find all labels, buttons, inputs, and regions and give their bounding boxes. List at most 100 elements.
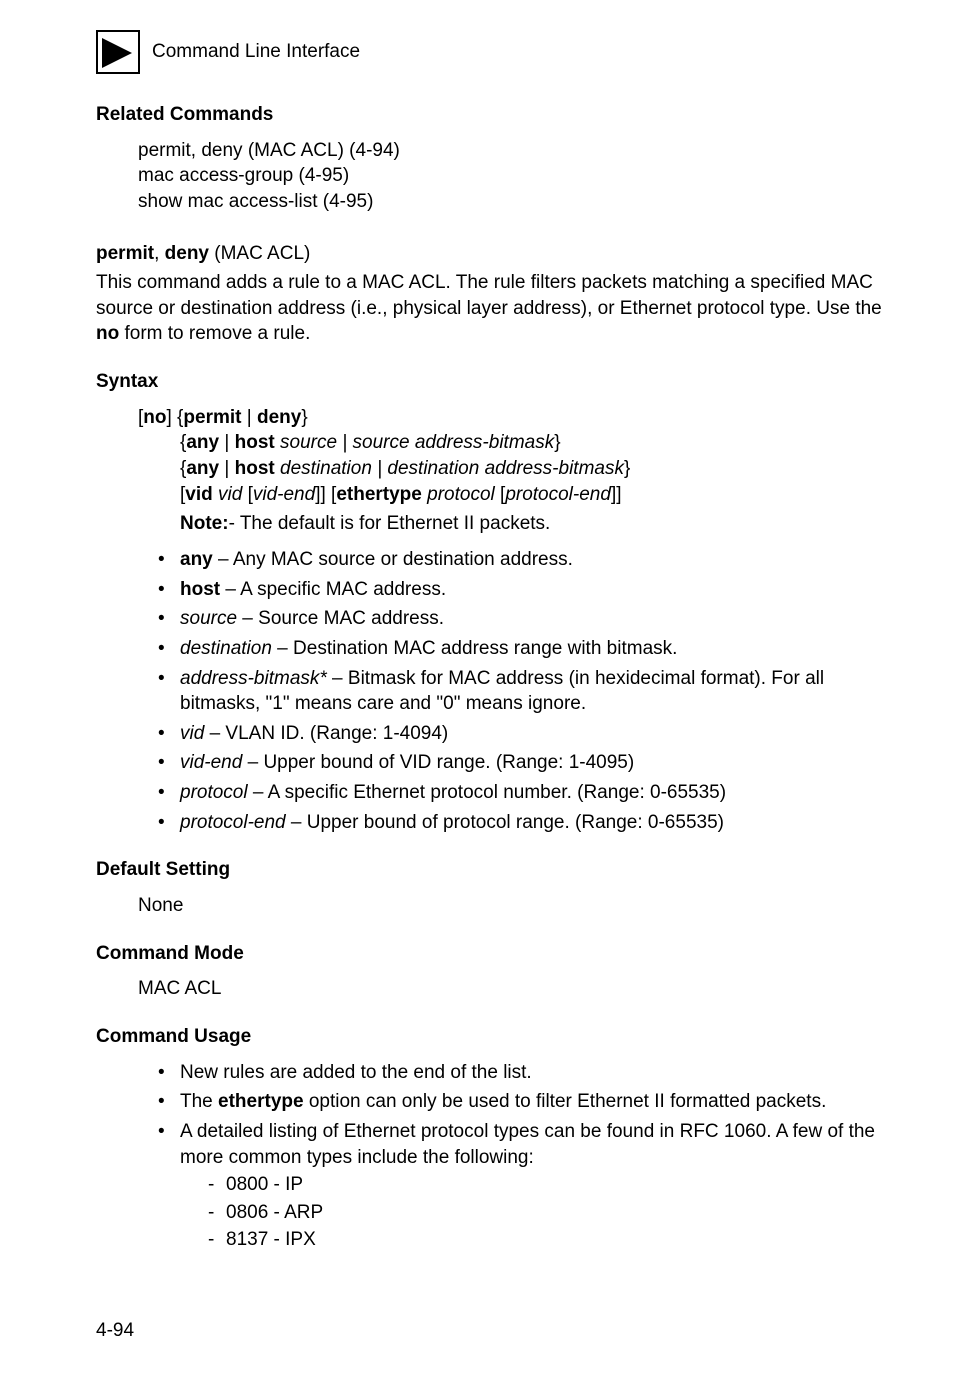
usage-sublist: 0800 - IP 0806 - ARP 8137 - IPX (206, 1172, 884, 1253)
cmd-sep: , (154, 243, 165, 264)
related-line: mac access-group (4-95) (138, 163, 884, 189)
kw-ethertype: ethertype (336, 484, 422, 505)
syntax-line-4: [vid vid [vid-end]] [ethertype protocol … (180, 482, 884, 508)
p: host (180, 579, 220, 600)
arg-dest-bitmask: destination address-bitmask (387, 458, 624, 479)
t: | (372, 458, 388, 479)
usage-subitem: 0806 - ARP (206, 1200, 884, 1226)
param-item: host – A specific MAC address. (156, 577, 884, 603)
kw-any: any (186, 458, 219, 479)
p: – Any MAC source or destination address. (213, 549, 573, 570)
cmd-deny: deny (165, 243, 209, 264)
p: – Upper bound of protocol range. (Range:… (286, 812, 724, 833)
command-mode-value: MAC ACL (138, 976, 884, 1002)
p: vid (180, 723, 204, 744)
t: [ (242, 484, 253, 505)
usage-list: New rules are added to the end of the li… (156, 1060, 884, 1253)
desc-no: no (96, 323, 119, 344)
syntax-note: Note:- The default is for Ethernet II pa… (180, 511, 884, 537)
desc-b: form to remove a rule. (119, 323, 310, 344)
kw-no: no (143, 407, 166, 428)
usage-item: A detailed listing of Ethernet protocol … (156, 1119, 884, 1253)
default-setting-heading: Default Setting (96, 857, 884, 883)
related-commands-heading: Related Commands (96, 102, 884, 128)
kw-host: host (235, 432, 275, 453)
p: – VLAN ID. (Range: 1-4094) (204, 723, 448, 744)
command-usage-heading: Command Usage (96, 1024, 884, 1050)
u: option can only be used to filter Ethern… (304, 1091, 827, 1112)
p: protocol (180, 782, 248, 803)
u: New rules are added to the end of the li… (180, 1062, 532, 1083)
u: ethertype (218, 1091, 304, 1112)
t: | (337, 432, 353, 453)
param-item: vid – VLAN ID. (Range: 1-4094) (156, 721, 884, 747)
kw-deny: deny (257, 407, 301, 428)
t: ]] (611, 484, 622, 505)
param-item: destination – Destination MAC address ra… (156, 636, 884, 662)
param-item: protocol-end – Upper bound of protocol r… (156, 810, 884, 836)
p: – A specific Ethernet protocol number. (… (248, 782, 726, 803)
t: } (624, 458, 630, 479)
note-text: - The default is for Ethernet II packets… (229, 513, 551, 534)
u: The (180, 1091, 218, 1112)
default-setting-value: None (138, 893, 884, 919)
p: source (180, 608, 237, 629)
kw-vid: vid (185, 484, 212, 505)
header-text: Command Line Interface (152, 39, 360, 65)
page-number: 4-94 (96, 1318, 134, 1344)
t: } (301, 407, 307, 428)
p: any (180, 549, 213, 570)
p: – Destination MAC address range with bit… (272, 638, 678, 659)
kw-any: any (186, 432, 219, 453)
cmd-permit: permit (96, 243, 154, 264)
desc-a: This command adds a rule to a MAC ACL. T… (96, 272, 882, 319)
p: protocol-end (180, 812, 286, 833)
u: A detailed listing of Ethernet protocol … (180, 1121, 875, 1168)
syntax-line-3: {any | host destination | destination ad… (180, 456, 884, 482)
arg-destination: destination (280, 458, 372, 479)
usage-item: The ethertype option can only be used to… (156, 1089, 884, 1115)
usage-item: New rules are added to the end of the li… (156, 1060, 884, 1086)
t: [ (495, 484, 506, 505)
syntax-line-1: [no] {permit | deny} (138, 405, 884, 431)
kw-permit: permit (183, 407, 241, 428)
p: – Upper bound of VID range. (Range: 1-40… (242, 752, 634, 773)
param-item: address-bitmask* – Bitmask for MAC addre… (156, 666, 884, 717)
t: } (554, 432, 560, 453)
p: destination (180, 638, 272, 659)
chapter-number-icon (96, 30, 140, 74)
usage-subitem: 0800 - IP (206, 1172, 884, 1198)
arg-protocol: protocol (427, 484, 495, 505)
arg-source-bitmask: source address-bitmask (353, 432, 555, 453)
t: | (219, 458, 235, 479)
arg-vid-end: vid-end (253, 484, 315, 505)
related-line: permit, deny (MAC ACL) (4-94) (138, 138, 884, 164)
t: ]] [ (315, 484, 336, 505)
t: | (241, 407, 257, 428)
related-commands-block: permit, deny (MAC ACL) (4-94) mac access… (138, 138, 884, 215)
note-label: Note: (180, 513, 229, 534)
parameter-list: any – Any MAC source or destination addr… (156, 547, 884, 835)
param-item: vid-end – Upper bound of VID range. (Ran… (156, 750, 884, 776)
syntax-heading: Syntax (96, 369, 884, 395)
p: – Source MAC address. (237, 608, 444, 629)
related-line: show mac access-list (4-95) (138, 189, 884, 215)
t: | (219, 432, 235, 453)
param-item: protocol – A specific Ethernet protocol … (156, 780, 884, 806)
param-item: any – Any MAC source or destination addr… (156, 547, 884, 573)
cmd-tail: (MAC ACL) (209, 243, 310, 264)
command-description: This command adds a rule to a MAC ACL. T… (96, 270, 884, 347)
command-mode-heading: Command Mode (96, 941, 884, 967)
usage-subitem: 8137 - IPX (206, 1227, 884, 1253)
t: ] { (167, 407, 184, 428)
arg-vid: vid (218, 484, 242, 505)
p: vid-end (180, 752, 242, 773)
syntax-line-2: {any | host source | source address-bitm… (180, 430, 884, 456)
page: Command Line Interface Related Commands … (0, 0, 954, 1388)
arg-protocol-end: protocol-end (505, 484, 611, 505)
p: – A specific MAC address. (220, 579, 446, 600)
page-header: Command Line Interface (96, 30, 884, 74)
arg-source: source (280, 432, 337, 453)
p: address-bitmask* (180, 668, 327, 689)
command-title: permit, deny (MAC ACL) (96, 241, 884, 267)
